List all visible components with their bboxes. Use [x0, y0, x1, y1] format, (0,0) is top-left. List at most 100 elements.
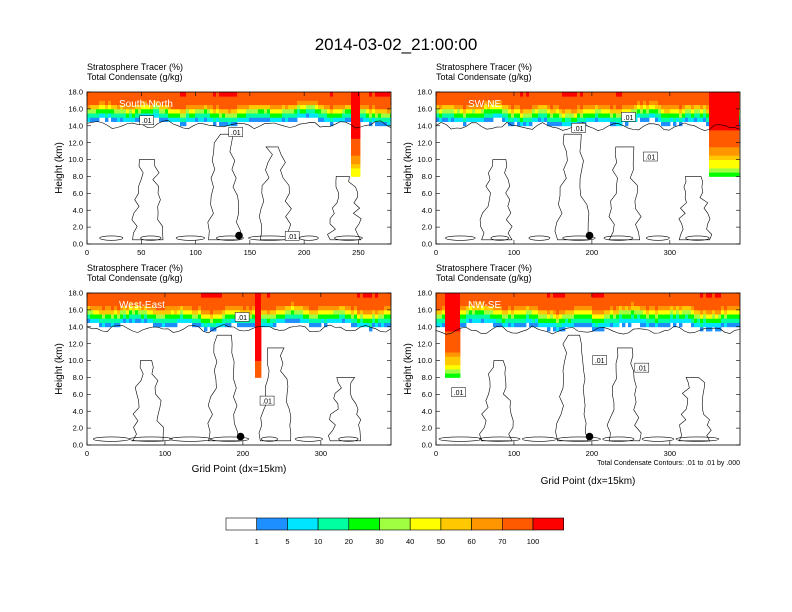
low-contour [299, 235, 319, 241]
x-tick-label: 300 [664, 248, 677, 257]
y-tick-label: 14.0 [68, 121, 83, 130]
colorbar-label: 40 [406, 537, 414, 546]
contour-label: .01 [259, 395, 275, 406]
panels: Stratosphere Tracer (%)Total Condensate … [54, 62, 741, 487]
low-contour [528, 235, 551, 241]
convective-contour [131, 159, 164, 241]
contour-note: Total Condensate Contours: .01 to .01 by… [597, 460, 740, 467]
y-tick-label: 14.0 [417, 121, 432, 130]
low-contour [140, 235, 162, 241]
convective-contour [328, 377, 362, 442]
y-tick-label: 8.0 [73, 373, 83, 382]
convective-contour [608, 146, 642, 241]
contour-label-text: .01 [454, 390, 464, 397]
x-tick-label: 250 [352, 248, 365, 257]
y-tick-label: 0.0 [422, 441, 432, 450]
low-contour [522, 436, 557, 442]
y-tick-label: 12.0 [417, 138, 432, 147]
panel-subtitle-tracer: Stratosphere Tracer (%) [436, 62, 532, 72]
y-tick-label: 4.0 [422, 206, 432, 215]
panel-title: South-North [119, 99, 173, 110]
low-contour [294, 436, 323, 442]
y-tick-label: 8.0 [73, 172, 83, 181]
x-tick-label: 300 [664, 449, 677, 458]
y-tick-label: 10.0 [68, 155, 83, 164]
colorbar-swatch [225, 517, 258, 531]
contour-label-text: .01 [142, 118, 152, 125]
contour-label: .01 [592, 355, 607, 365]
y-tick-label: 18.0 [68, 289, 83, 298]
y-tick-label: 16.0 [68, 104, 83, 113]
colorbar-swatch [440, 517, 472, 531]
panel-subtitle-tracer: Stratosphere Tracer (%) [436, 263, 532, 273]
y-tick-label: 2.0 [73, 223, 83, 232]
colorbar-label: 10 [314, 537, 322, 546]
low-contour [175, 235, 205, 241]
x-tick-label: 0 [434, 248, 438, 257]
panel-1: Stratosphere Tracer (%)Total Condensate … [54, 62, 392, 257]
upper-contour [436, 122, 740, 132]
contour-label: .01 [634, 362, 650, 373]
location-marker [235, 231, 243, 240]
contour-label: .01 [284, 231, 300, 241]
y-tick-label: 16.0 [417, 104, 432, 113]
colorbar-label: 1 [255, 537, 259, 546]
colorbar: 1 5 10 20 30 40 50 60 70 100 [225, 517, 565, 546]
convective-contour [678, 176, 713, 241]
panel-title: NW-SE [468, 300, 501, 311]
colorbar-label: 20 [345, 537, 353, 546]
colorbar-label: 30 [375, 537, 383, 546]
y-tick-label: 12.0 [68, 138, 83, 147]
colorbar-swatch [256, 517, 288, 531]
low-contour [685, 235, 710, 241]
convective-contour [555, 334, 589, 442]
colorbar-label: 100 [527, 537, 540, 546]
low-contour [603, 235, 634, 241]
y-axis-label: Height (km) [54, 142, 65, 194]
colorbar-swatch [287, 517, 319, 531]
panel-4: Stratosphere Tracer (%) Total Condensate … [403, 263, 741, 487]
x-tick-label: 200 [298, 248, 311, 257]
colorbar-swatch [471, 517, 503, 531]
x-tick-label: 0 [434, 449, 438, 458]
y-tick-label: 16.0 [417, 305, 432, 314]
contour-label: .01 [643, 151, 658, 162]
colorbar-swatch [501, 517, 534, 531]
y-tick-label: 12.0 [68, 339, 83, 348]
x-tick-label: 200 [586, 449, 599, 458]
contour-label-text: .01 [595, 358, 605, 365]
panel-subtitle-condensate: Total Condensate (g/kg) [436, 72, 532, 82]
x-tick-label: 100 [508, 449, 521, 458]
y-tick-label: 18.0 [417, 88, 432, 97]
x-tick-label: 0 [85, 449, 89, 458]
y-axis-label: Height (km) [403, 142, 414, 194]
low-contour [438, 436, 482, 442]
contour-label: .01 [621, 112, 636, 122]
x-tick-label: 50 [137, 248, 145, 257]
condensate-contours [87, 324, 391, 442]
colorbar-label: 60 [467, 537, 475, 546]
location-marker [585, 231, 594, 240]
location-marker [585, 432, 594, 441]
contour-label-text: .01 [624, 115, 634, 122]
colorbar-swatch [379, 517, 411, 531]
y-tick-label: 0.0 [73, 240, 83, 249]
y-tick-label: 6.0 [422, 189, 432, 198]
panel-subtitle-tracer: Stratosphere Tracer (%) [87, 62, 183, 72]
low-contour [675, 436, 720, 442]
convective-contour [479, 360, 514, 442]
colorbar-swatch [348, 517, 380, 531]
contour-label: .01 [234, 312, 250, 322]
y-tick-label: 10.0 [417, 356, 432, 365]
y-tick-label: 12.0 [417, 339, 432, 348]
figure-title: 2014-03-02_21:00:00 [315, 35, 478, 54]
contour-label-text: .01 [262, 399, 272, 406]
low-contour [602, 436, 635, 442]
colorbar-swatch [409, 517, 442, 531]
y-tick-label: 18.0 [417, 289, 432, 298]
y-tick-label: 18.0 [68, 88, 83, 97]
y-tick-label: 14.0 [417, 322, 432, 331]
convective-contour [258, 347, 292, 442]
condensate-contours [436, 122, 740, 241]
